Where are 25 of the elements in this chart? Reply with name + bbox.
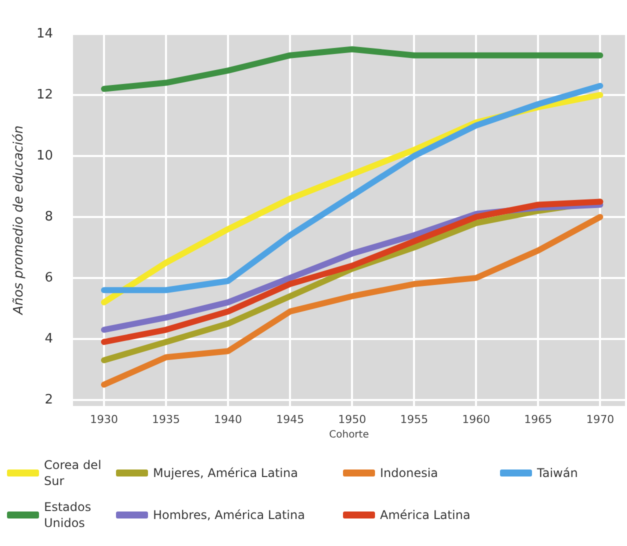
x-tick-label: 1945 xyxy=(276,413,304,426)
x-tick-label: 1930 xyxy=(90,413,118,426)
x-tick-label: 1950 xyxy=(338,413,366,426)
y-tick-label: 12 xyxy=(36,87,53,102)
y-tick-label: 4 xyxy=(44,331,53,346)
x-tick-label: 1955 xyxy=(400,413,428,426)
y-tick-label: 8 xyxy=(44,209,53,224)
legend-label: Hombres, América Latina xyxy=(153,508,305,522)
x-tick-label: 1960 xyxy=(462,413,490,426)
y-tick-label: 2 xyxy=(44,392,53,408)
y-tick-label: 14 xyxy=(36,26,53,42)
legend-label: Corea del Sur xyxy=(44,458,106,488)
legend-label: Indonesia xyxy=(380,466,438,480)
legend-label: América Latina xyxy=(380,508,470,522)
legend-label: Estados Unidos xyxy=(44,500,95,530)
x-tick-label: 1965 xyxy=(524,413,552,426)
x-tick-label: 1935 xyxy=(152,413,180,426)
y-tick-label: 10 xyxy=(36,148,53,164)
legend-label: Mujeres, América Latina xyxy=(153,466,298,480)
legend-label: Taiwán xyxy=(536,466,578,480)
x-tick-label: 1970 xyxy=(586,413,614,426)
y-tick-label: 6 xyxy=(44,270,53,286)
y-axis-title: Años promedio de educación xyxy=(12,125,27,316)
x-tick-label: 1940 xyxy=(214,413,242,426)
x-axis-title: Cohorte xyxy=(329,429,369,440)
